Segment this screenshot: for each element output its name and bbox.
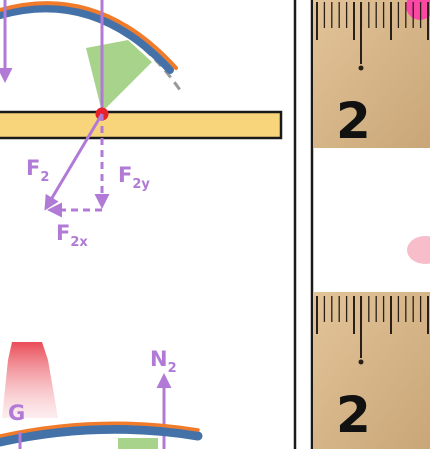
ruler-ticks-top (316, 2, 429, 71)
f2-label: F2 (26, 156, 49, 185)
horizontal-beam (0, 110, 283, 140)
glow-spot (2, 342, 58, 418)
f2y-label: F2y (118, 163, 150, 192)
contact-wedge (86, 40, 152, 112)
f2x-label: F2x (56, 221, 88, 250)
ruler-number-top: 2 (336, 92, 371, 150)
ruler-photo-bottom: 2 (313, 292, 430, 449)
right-panel: 2 2 (313, 0, 430, 449)
contact-wedge-bottom (118, 438, 158, 449)
bent-beam-blue (0, 4, 174, 74)
ruler-photo-top: 2 (313, 0, 430, 150)
pink-glow (407, 236, 430, 264)
f2-arrow (44, 113, 104, 211)
bent-beam-bottom-blue (0, 424, 203, 447)
ruler-center-dot (358, 359, 364, 365)
ruler-center-dot (358, 65, 364, 71)
bent-beam-bottom-orange (0, 421, 200, 438)
g-label: G (8, 401, 25, 425)
ruler-number-bottom: 2 (336, 386, 371, 444)
ruler-ticks-bottom (316, 296, 429, 365)
left-panel: F2 F2y F2x G N2 (0, 0, 283, 449)
bent-beam-orange (0, 1, 178, 70)
n2-label: N2 (150, 347, 177, 376)
